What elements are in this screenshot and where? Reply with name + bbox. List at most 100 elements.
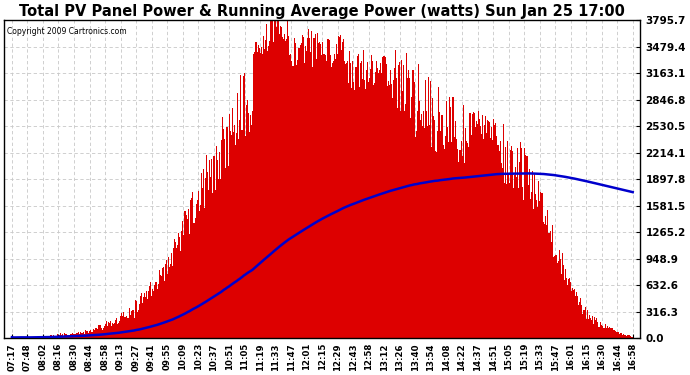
Bar [509, 183, 510, 338]
Bar [196, 204, 197, 338]
Bar [367, 62, 368, 338]
Bar [146, 291, 147, 338]
Bar [421, 114, 422, 338]
Bar [424, 128, 425, 338]
Bar [576, 292, 578, 338]
Bar [46, 336, 47, 338]
Bar [170, 264, 171, 338]
Bar [168, 257, 169, 338]
Bar [264, 50, 266, 338]
Bar [386, 86, 388, 338]
Bar [399, 62, 400, 338]
Bar [238, 139, 239, 338]
Bar [337, 54, 338, 338]
Bar [326, 62, 328, 338]
Bar [361, 61, 362, 338]
Bar [477, 111, 479, 338]
Bar [97, 328, 99, 338]
Bar [469, 114, 471, 338]
Bar [394, 68, 395, 338]
Bar [349, 51, 351, 338]
Bar [490, 138, 491, 338]
Bar [164, 281, 165, 338]
Bar [175, 242, 176, 338]
Bar [305, 45, 306, 338]
Bar [341, 50, 342, 338]
Bar [615, 332, 617, 338]
Bar [504, 147, 506, 338]
Bar [510, 150, 511, 338]
Bar [493, 119, 494, 338]
Bar [140, 296, 141, 338]
Bar [308, 29, 309, 338]
Bar [591, 320, 592, 338]
Bar [149, 285, 150, 338]
Bar [511, 146, 512, 338]
Bar [335, 59, 336, 338]
Bar [281, 27, 282, 338]
Bar [122, 316, 124, 338]
Bar [254, 52, 255, 338]
Bar [195, 218, 196, 338]
Bar [497, 145, 498, 338]
Bar [152, 289, 153, 338]
Bar [459, 150, 460, 338]
Bar [417, 64, 419, 338]
Bar [492, 140, 493, 338]
Bar [197, 200, 198, 338]
Bar [313, 39, 314, 338]
Bar [105, 324, 106, 338]
Bar [284, 34, 285, 338]
Bar [589, 315, 590, 338]
Bar [112, 323, 113, 338]
Bar [479, 118, 480, 338]
Bar [225, 168, 226, 338]
Bar [428, 77, 429, 338]
Bar [34, 337, 35, 338]
Bar [314, 38, 315, 338]
Bar [63, 336, 64, 338]
Bar [81, 333, 82, 338]
Bar [118, 323, 119, 338]
Bar [438, 87, 440, 338]
Bar [549, 233, 551, 338]
Bar [199, 211, 200, 338]
Title: Total PV Panel Power & Running Average Power (watts) Sun Jan 25 17:00: Total PV Panel Power & Running Average P… [19, 4, 625, 19]
Bar [250, 115, 251, 338]
Bar [287, 21, 288, 338]
Bar [217, 179, 219, 338]
Bar [375, 72, 376, 338]
Bar [484, 125, 485, 338]
Bar [101, 330, 103, 338]
Bar [33, 337, 34, 338]
Bar [400, 111, 401, 338]
Bar [366, 70, 367, 338]
Bar [76, 333, 77, 338]
Bar [62, 334, 63, 338]
Bar [277, 20, 278, 338]
Bar [515, 167, 516, 338]
Bar [54, 337, 55, 338]
Bar [274, 20, 275, 338]
Bar [402, 91, 403, 338]
Bar [239, 120, 240, 338]
Bar [485, 116, 486, 338]
Bar [517, 148, 518, 338]
Bar [390, 70, 391, 338]
Bar [193, 223, 194, 338]
Bar [508, 174, 509, 338]
Bar [157, 284, 159, 338]
Bar [448, 97, 450, 338]
Bar [395, 50, 396, 338]
Bar [32, 337, 33, 338]
Bar [480, 126, 481, 338]
Bar [619, 334, 620, 338]
Bar [368, 82, 369, 338]
Bar [37, 337, 39, 338]
Bar [595, 320, 596, 338]
Bar [211, 159, 213, 338]
Bar [70, 334, 72, 338]
Bar [235, 145, 236, 338]
Bar [291, 61, 293, 338]
Bar [465, 128, 466, 338]
